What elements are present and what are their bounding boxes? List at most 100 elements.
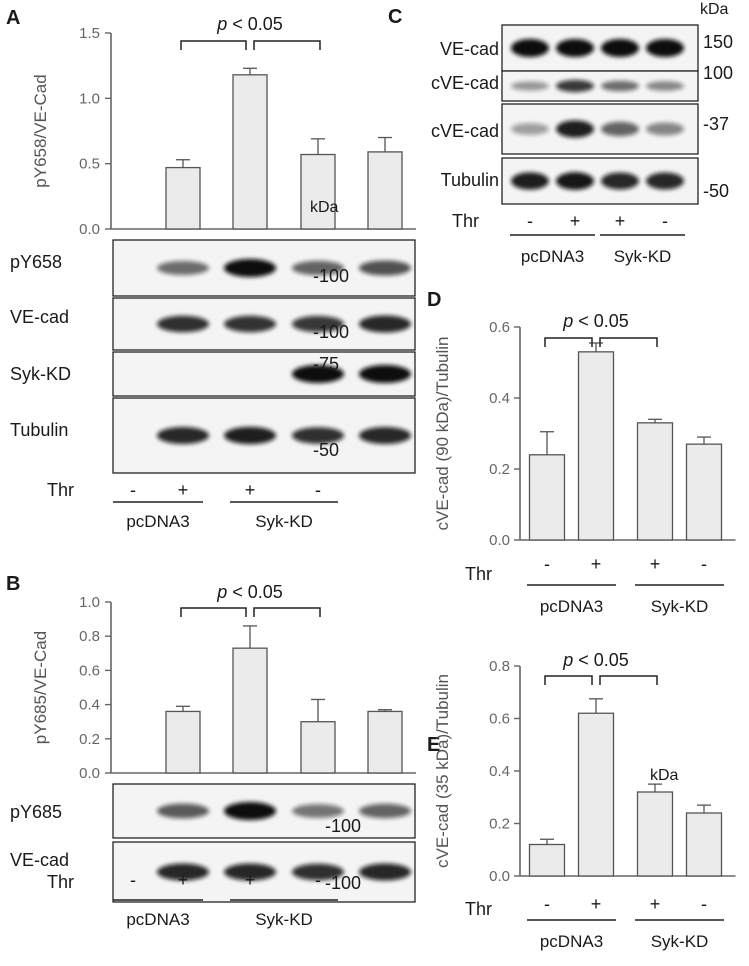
blot-strip xyxy=(501,24,699,72)
treatment-b: Thr - + + - pcDNA3 Syk-KD xyxy=(47,870,338,929)
blot-label: cVE-cad xyxy=(431,73,499,93)
treatment-sign: + xyxy=(245,480,256,500)
blot-band xyxy=(292,804,344,818)
blot-band xyxy=(646,39,684,57)
mw-marker: -100 xyxy=(325,873,361,893)
group-label: Syk-KD xyxy=(255,512,313,531)
y-tick-label: 1.5 xyxy=(79,25,100,42)
blots-a: kDa pY658 -100 VE-cad -100 Syk-KD -75 Tubulin -5… xyxy=(10,199,416,474)
y-tick-label: 0.6 xyxy=(79,662,100,679)
blot-band xyxy=(292,863,344,881)
blot-strip xyxy=(112,239,416,297)
blot-label: pY685 xyxy=(10,802,62,822)
y-axis-label: pY658/VE-Cad xyxy=(31,74,50,187)
blot-band xyxy=(359,427,411,444)
blot-band xyxy=(556,39,594,57)
blot-strip xyxy=(112,397,416,474)
treatment-sign: - xyxy=(315,480,321,500)
blot-label: cVE-cad xyxy=(431,121,499,141)
significance-label: p < 0.05 xyxy=(216,582,283,602)
blot-band xyxy=(556,79,594,93)
blot-band xyxy=(601,80,639,92)
significance-bracket xyxy=(253,607,321,617)
blot-band xyxy=(646,122,684,136)
blots-c: kDa VE-cad 150 cVE-cad 100 cVE-cad -37 Tubulin -… xyxy=(431,1,733,205)
blot-label: VE-cad xyxy=(440,39,499,59)
treatment-sign: - xyxy=(701,554,707,574)
mw-marker: -50 xyxy=(313,440,339,460)
mw-marker: -37 xyxy=(703,114,729,134)
treatment-sign: + xyxy=(591,554,602,574)
chart-e: 0.0 0.2 0.4 0.6 0.8 cVE-cad (35 kDa)/Tubulin p… xyxy=(433,650,736,885)
bar xyxy=(636,791,674,877)
y-tick-label: 0.4 xyxy=(79,697,100,714)
treatment-sign: + xyxy=(650,554,661,574)
blot-band xyxy=(224,259,276,277)
y-tick-label: 0.2 xyxy=(79,731,100,748)
treatment-sign: + xyxy=(570,211,581,231)
bar xyxy=(232,647,268,774)
treatment-sign: - xyxy=(662,211,668,231)
blot-band xyxy=(359,863,411,881)
mw-marker: 100 xyxy=(703,63,733,83)
group-label: pcDNA3 xyxy=(126,910,189,929)
blot-band xyxy=(646,172,684,190)
significance-bracket xyxy=(599,337,658,347)
significance-threshold: < 0.05 xyxy=(573,311,629,331)
blot-band xyxy=(224,315,276,333)
significance-threshold: < 0.05 xyxy=(227,14,283,34)
mw-marker: -50 xyxy=(703,181,729,201)
blot-band xyxy=(292,315,344,333)
treatment-label: Thr xyxy=(452,211,479,231)
treatment-sign: - xyxy=(701,894,707,914)
bar xyxy=(300,721,336,774)
group-label: pcDNA3 xyxy=(521,247,584,266)
treatment-label: Thr xyxy=(465,899,492,919)
blot-label: VE-cad xyxy=(10,850,69,870)
blot-band xyxy=(292,260,344,276)
group-label: Syk-KD xyxy=(651,597,709,616)
blot-label: Tubulin xyxy=(441,170,499,190)
blot-label: pY658 xyxy=(10,252,62,272)
y-tick-label: 1.0 xyxy=(79,594,100,611)
significance-label: p < 0.05 xyxy=(562,311,629,331)
blot-label: Tubulin xyxy=(10,420,68,440)
mw-marker: -100 xyxy=(313,322,349,342)
treatment-sign: - xyxy=(315,870,321,890)
blot-label: Syk-KD xyxy=(10,364,71,384)
treatment-sign: - xyxy=(527,211,533,231)
significance-p: p xyxy=(562,311,573,331)
chart-b: 0.0 0.2 0.4 0.6 0.8 1.0 pY685/VE-Cad p < 0.05 xyxy=(31,582,416,782)
blot-band xyxy=(292,365,344,383)
y-tick-label: 0.6 xyxy=(489,711,510,728)
treatment-label: Thr xyxy=(47,872,74,892)
y-tick-label: 0.0 xyxy=(489,868,510,885)
bar xyxy=(232,74,268,230)
y-tick-label: 0.4 xyxy=(489,390,510,407)
treatment-e: Thr - + + - pcDNA3 Syk-KD xyxy=(465,894,724,951)
significance-p: p xyxy=(216,14,227,34)
blot-band xyxy=(511,123,549,135)
significance-label: p < 0.05 xyxy=(216,14,283,34)
blot-band xyxy=(511,172,549,190)
blot-band xyxy=(224,863,276,881)
blots-b: kDa pY685 -100 VE-cad -100 xyxy=(10,767,679,903)
kda-label: kDa xyxy=(310,199,339,216)
significance-threshold: < 0.05 xyxy=(573,650,629,670)
mw-marker: -100 xyxy=(313,266,349,286)
bar xyxy=(165,166,201,230)
blot-strip xyxy=(112,297,416,351)
significance-p: p xyxy=(562,650,573,670)
blot-band xyxy=(157,803,209,819)
treatment-sign: + xyxy=(591,894,602,914)
treatment-sign: + xyxy=(178,870,189,890)
blot-band xyxy=(601,121,639,137)
y-tick-label: 0.8 xyxy=(489,658,510,675)
kda-label: kDa xyxy=(650,767,679,784)
treatment-label: Thr xyxy=(47,480,74,500)
treatment-sign: + xyxy=(245,870,256,890)
treatment-c: Thr - + + - pcDNA3 Syk-KD xyxy=(452,211,685,266)
y-tick-label: 0.4 xyxy=(489,763,510,780)
y-axis-label: cVE-cad (35 kDa)/Tubulin xyxy=(433,674,452,868)
bar xyxy=(577,712,615,877)
